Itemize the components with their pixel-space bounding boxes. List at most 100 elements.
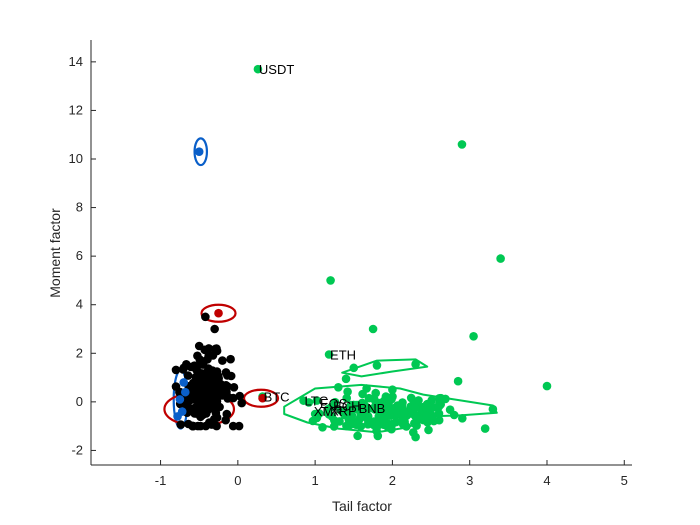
data-point [205, 384, 214, 394]
data-point [204, 351, 213, 360]
data-point [410, 403, 420, 413]
data-point [201, 312, 210, 322]
data-point [223, 382, 232, 391]
data-point [453, 376, 463, 386]
y-tick-label: 0 [76, 394, 83, 409]
data-point [194, 341, 204, 351]
x-axis-label: Tail factor [332, 498, 392, 514]
data-point [363, 412, 373, 421]
data-point [358, 389, 367, 399]
point-label: EOS [320, 396, 348, 411]
data-point [229, 382, 239, 392]
point-label: BNB [359, 401, 386, 416]
y-tick-label: -2 [71, 442, 83, 457]
data-point [202, 367, 212, 377]
data-point [357, 398, 367, 408]
data-point [184, 419, 193, 429]
data-point [218, 356, 227, 365]
data-point [212, 398, 221, 408]
data-point [356, 412, 365, 421]
data-point [212, 413, 222, 422]
data-point [383, 407, 393, 416]
data-point [318, 423, 327, 432]
data-point [223, 371, 232, 380]
data-point [224, 392, 233, 402]
data-point [190, 388, 199, 397]
data-point [378, 414, 388, 424]
data-point [173, 412, 182, 421]
data-point [352, 404, 362, 414]
data-point [388, 385, 397, 395]
data-point [434, 409, 444, 418]
data-point [363, 404, 373, 414]
data-point [226, 354, 235, 364]
data-point [175, 395, 185, 404]
data-point [371, 388, 381, 398]
data-point [334, 382, 343, 392]
point-label: XMR [314, 404, 343, 419]
x-tick-label: 3 [466, 473, 473, 488]
data-point [330, 397, 340, 407]
data-point [171, 365, 181, 375]
data-point [324, 350, 334, 359]
point-label: BCH [333, 399, 360, 414]
data-point [204, 344, 214, 353]
y-tick-label: 6 [76, 248, 83, 263]
density-contour [200, 303, 237, 323]
data-point [179, 378, 189, 387]
data-point [310, 409, 320, 419]
x-tick-label: 0 [234, 473, 241, 488]
data-point [353, 431, 362, 441]
data-point [183, 371, 193, 380]
data-point [342, 393, 352, 403]
y-axis-label: Moment factor [47, 208, 63, 298]
y-tick-label: 4 [76, 297, 83, 312]
data-point [422, 411, 431, 421]
data-point [372, 361, 382, 370]
point-label: USDT [259, 62, 294, 77]
data-point [312, 396, 322, 405]
data-point [221, 415, 230, 425]
x-tick-label: 5 [621, 473, 628, 488]
data-point [496, 254, 505, 263]
data-point [179, 363, 189, 373]
data-point [434, 402, 444, 412]
data-point [193, 351, 202, 361]
data-point [387, 394, 396, 404]
point-label: XRP [330, 403, 357, 418]
data-point [458, 414, 467, 423]
data-point [235, 391, 244, 401]
data-point [197, 374, 206, 383]
point-label: ETH [330, 348, 356, 363]
data-point [207, 420, 217, 429]
data-point [542, 381, 552, 391]
data-point [186, 362, 196, 372]
data-point [200, 406, 209, 416]
data-point [210, 379, 220, 389]
data-points [171, 64, 552, 442]
data-point [395, 401, 404, 411]
x-tick-label: 1 [312, 473, 319, 488]
point-label: LTC [305, 394, 329, 409]
data-point [341, 374, 351, 384]
density-contour [242, 388, 280, 408]
data-point [401, 421, 411, 431]
y-tick-label: 2 [76, 345, 83, 360]
x-tick-label: -1 [155, 473, 167, 488]
data-point [352, 420, 362, 430]
data-point [253, 64, 263, 74]
density-contour [193, 137, 209, 167]
data-point [194, 380, 203, 390]
data-point [388, 419, 398, 428]
data-point [457, 140, 467, 149]
data-point [234, 421, 244, 431]
data-point [176, 420, 186, 429]
data-point [469, 331, 478, 341]
data-point [258, 393, 267, 403]
data-point [368, 324, 378, 334]
data-point [196, 360, 205, 369]
data-point [480, 424, 490, 433]
density-contour [341, 358, 429, 378]
